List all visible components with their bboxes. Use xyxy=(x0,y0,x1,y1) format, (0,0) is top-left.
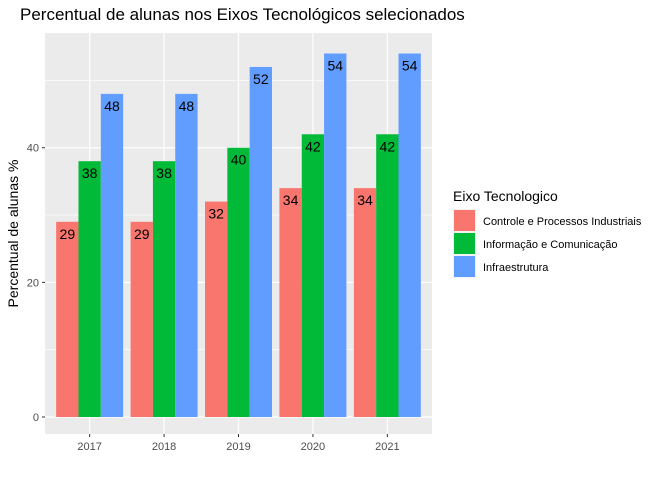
legend-swatch xyxy=(454,233,475,254)
legend: Eixo Tecnologico Controle e Processos In… xyxy=(453,188,642,278)
data-label: 42 xyxy=(305,138,321,154)
bar xyxy=(205,201,228,417)
data-label: 54 xyxy=(402,58,418,74)
data-labels: 29 38 48 29 38 48 32 40 52 34 42 54 34 42 54 xyxy=(60,58,418,242)
bar xyxy=(398,53,421,417)
chart-title: Percentual de alunas nos Eixos Tecnológi… xyxy=(20,5,465,24)
x-tick-label: 2020 xyxy=(301,441,325,453)
data-label: 48 xyxy=(179,98,195,114)
legend-title: Eixo Tecnologico xyxy=(453,188,558,204)
y-tick-label: 20 xyxy=(27,277,39,289)
legend-label: Infraestrutura xyxy=(483,262,549,274)
legend-swatch xyxy=(454,256,475,277)
legend-swatch xyxy=(454,210,475,231)
axes: 0 20 40 2017 2018 2019 2020 2021 xyxy=(27,143,400,453)
bar xyxy=(152,161,176,417)
data-label: 29 xyxy=(60,226,76,242)
data-label: 32 xyxy=(208,206,224,222)
y-tick-label: 40 xyxy=(27,143,39,155)
legend-label: Controle e Processos Industriais xyxy=(483,216,642,228)
data-label: 52 xyxy=(253,71,269,87)
bar xyxy=(227,147,250,417)
bar xyxy=(279,188,302,417)
x-tick-label: 2018 xyxy=(152,441,176,453)
data-label: 48 xyxy=(104,98,120,114)
bar xyxy=(376,134,399,417)
bar xyxy=(175,93,198,418)
legend-label: Informação e Comunicação xyxy=(483,239,618,251)
data-label: 29 xyxy=(134,226,150,242)
x-tick-label: 2019 xyxy=(226,441,250,453)
bars xyxy=(56,53,421,418)
x-tick-label: 2017 xyxy=(77,441,101,453)
bar xyxy=(78,161,101,417)
data-label: 34 xyxy=(357,192,373,208)
bar xyxy=(324,53,347,417)
data-label: 38 xyxy=(156,165,172,181)
y-tick-label: 0 xyxy=(33,412,39,424)
data-label: 40 xyxy=(231,152,247,168)
data-label: 42 xyxy=(380,138,396,154)
data-label: 54 xyxy=(327,58,343,74)
bar xyxy=(249,66,272,417)
bar xyxy=(100,93,124,418)
bar xyxy=(130,221,153,417)
y-axis-title: Percentual de alunas % xyxy=(5,160,21,308)
bar xyxy=(353,188,377,417)
bar xyxy=(301,134,325,417)
x-tick-label: 2021 xyxy=(375,441,399,453)
bar xyxy=(56,221,79,417)
data-label: 38 xyxy=(82,165,98,181)
data-label: 34 xyxy=(283,192,299,208)
